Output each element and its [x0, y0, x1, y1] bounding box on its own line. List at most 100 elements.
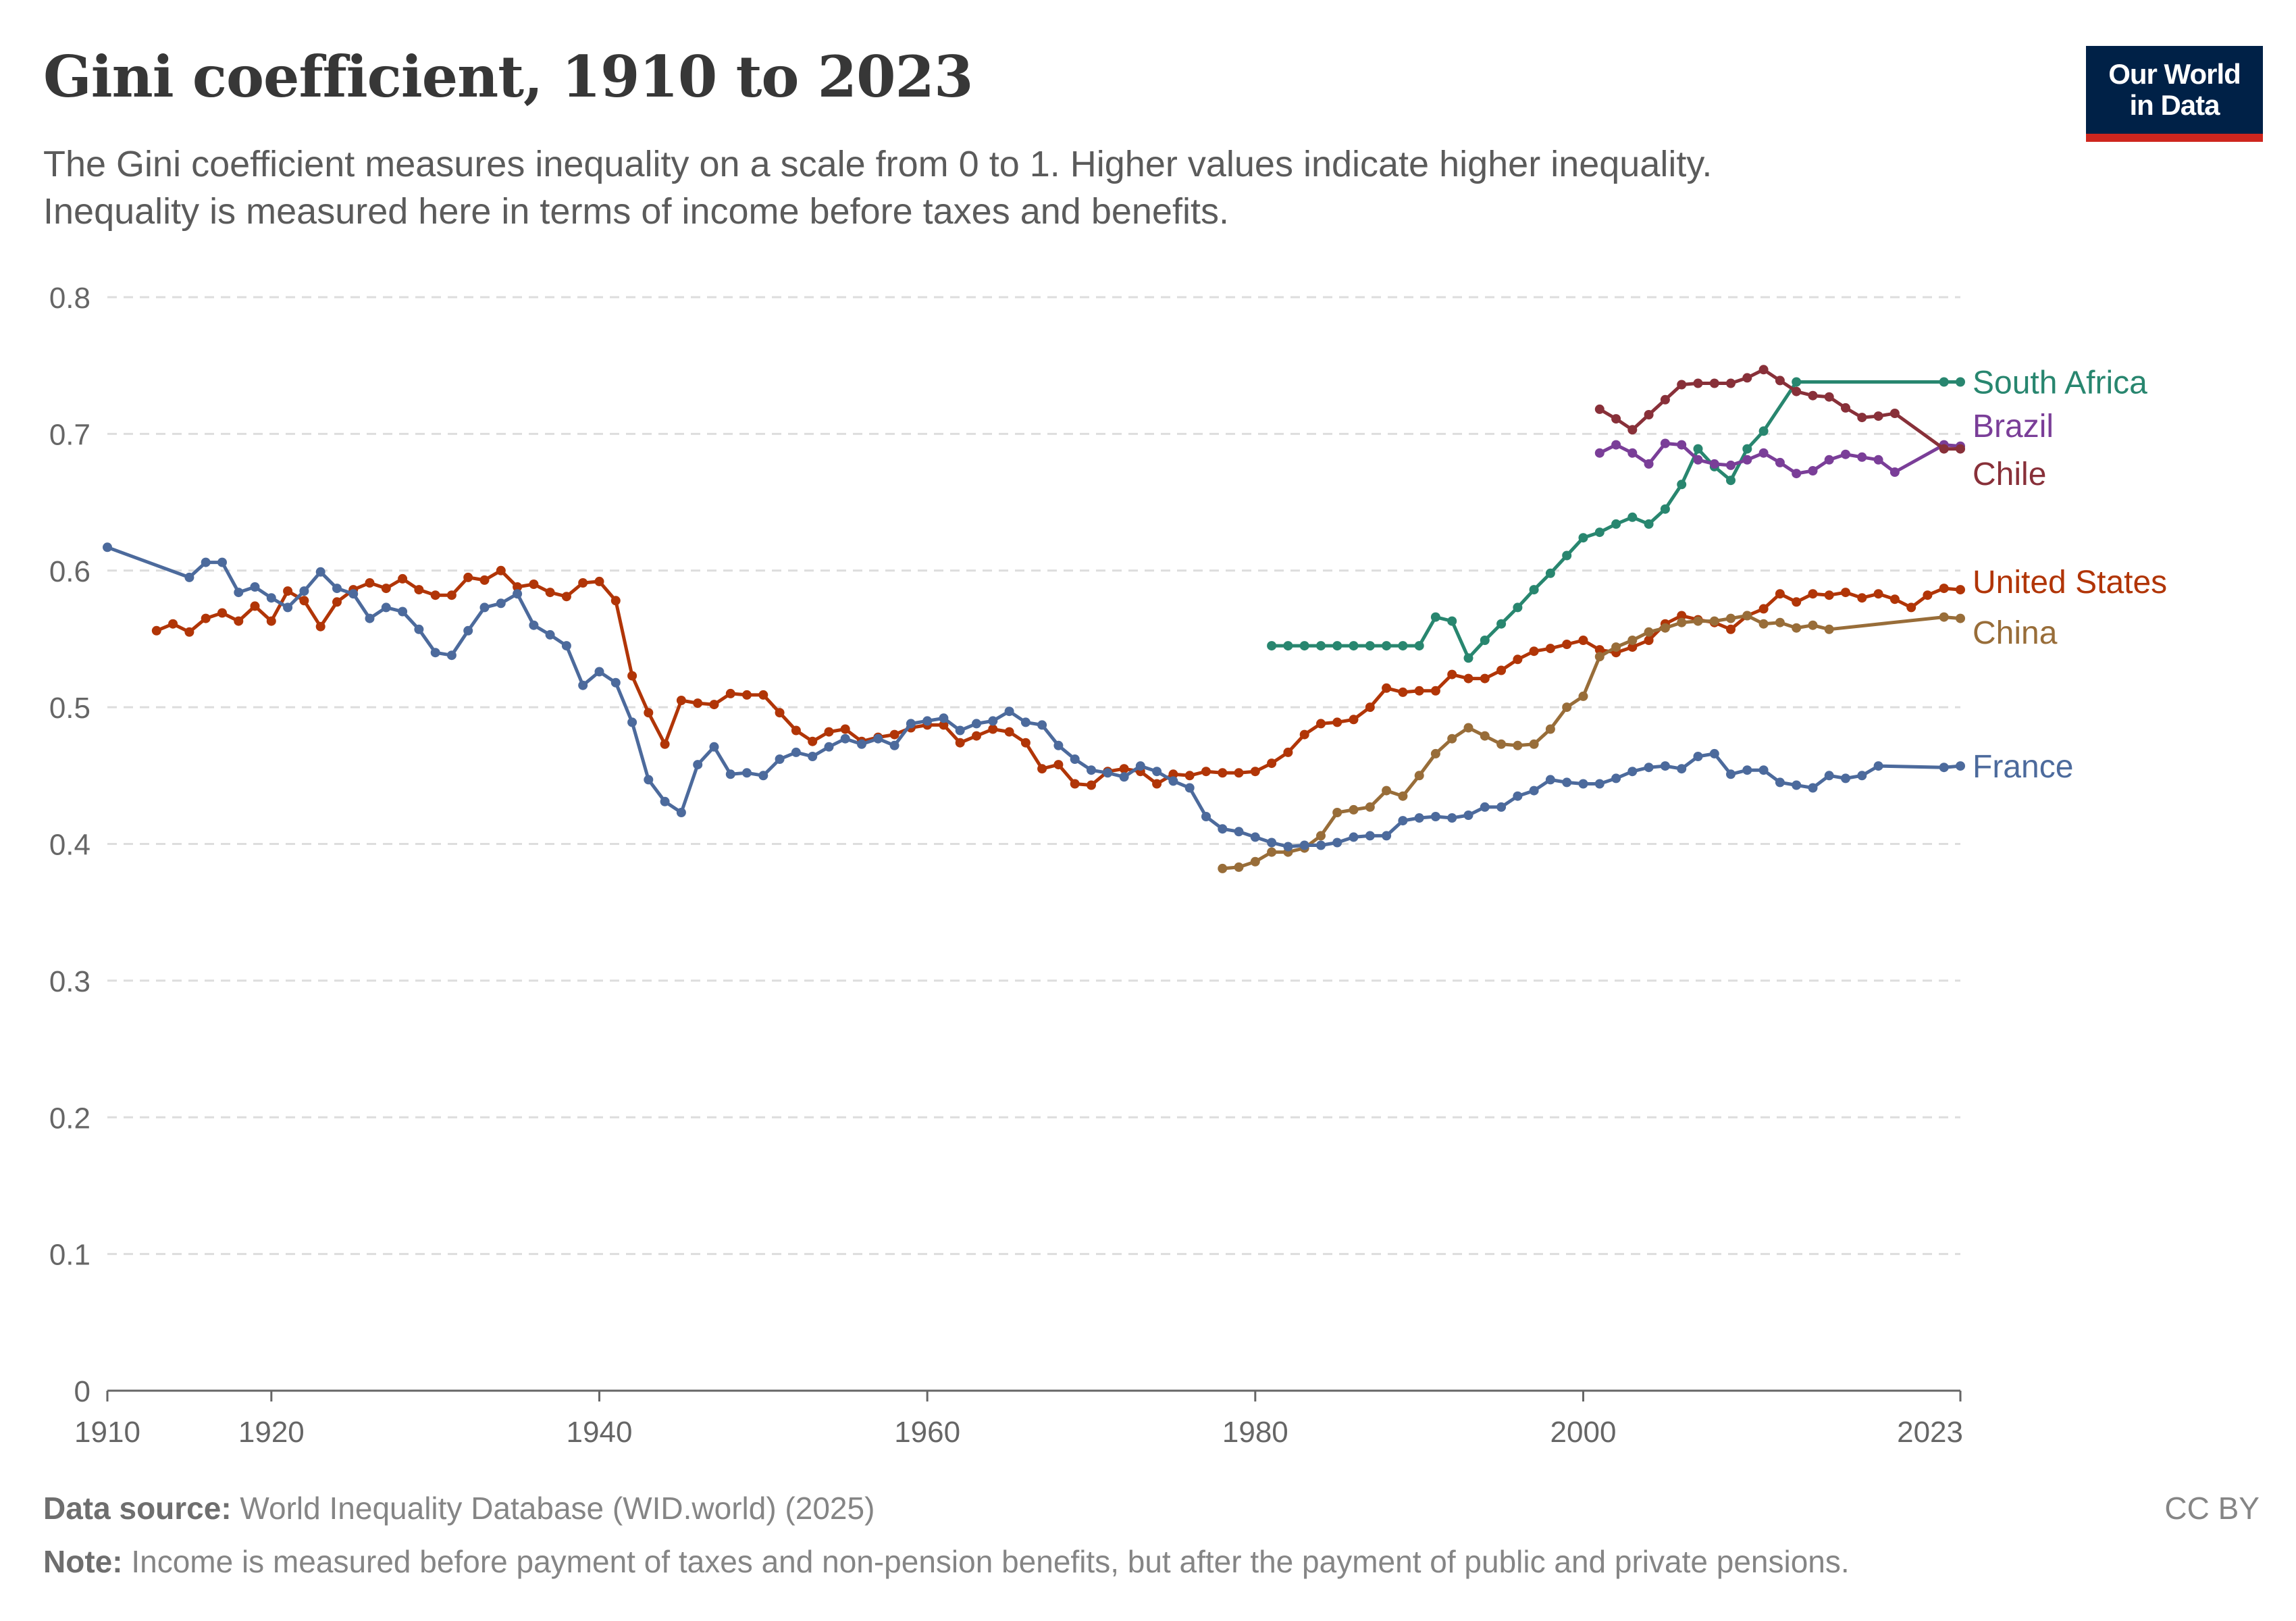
data-point: [1168, 769, 1178, 779]
data-point: [1562, 550, 1572, 561]
data-point: [1660, 438, 1670, 448]
owid-logo[interactable]: Our World in Data: [2086, 46, 2263, 142]
data-point: [332, 597, 342, 607]
data-point: [1463, 723, 1473, 733]
data-point: [1382, 683, 1392, 693]
data-point: [1496, 739, 1507, 749]
data-point: [1529, 585, 1539, 595]
x-tick-label: 1960: [894, 1416, 960, 1449]
data-point: [1611, 519, 1621, 529]
data-point: [1218, 863, 1228, 873]
data-point: [1545, 568, 1555, 578]
data-point: [1529, 786, 1539, 796]
data-point: [1234, 862, 1244, 872]
data-point: [1611, 773, 1621, 783]
data-point: [463, 625, 473, 636]
data-point: [1956, 761, 1965, 771]
data-point: [1758, 426, 1769, 436]
series-label-united-states: United States: [1973, 565, 2167, 600]
data-point: [1873, 761, 1883, 771]
data-point: [1480, 636, 1490, 645]
data-point: [561, 641, 571, 651]
data-point: [955, 725, 965, 736]
data-point: [529, 580, 539, 589]
data-point: [1677, 611, 1687, 621]
data-point: [1513, 654, 1523, 665]
data-point: [1742, 611, 1752, 621]
data-point: [676, 808, 686, 817]
data-point: [1463, 810, 1473, 820]
data-point: [513, 589, 523, 599]
series-france: [103, 542, 1965, 852]
data-point: [1644, 519, 1654, 529]
data-point: [1513, 602, 1523, 613]
data-point: [1693, 444, 1703, 454]
data-point: [1283, 747, 1293, 757]
data-point: [1103, 768, 1113, 778]
data-point: [479, 575, 490, 585]
data-point: [1660, 394, 1670, 405]
license-link[interactable]: CC BY: [2164, 1491, 2260, 1526]
data-point: [283, 586, 293, 596]
series-line-united-states: [155, 569, 1962, 787]
data-point: [1578, 533, 1588, 543]
data-point: [1545, 724, 1555, 734]
data-point: [1611, 414, 1621, 424]
data-point: [889, 729, 899, 740]
data-point: [644, 775, 654, 785]
data-point: [1792, 386, 1802, 396]
data-point: [1775, 617, 1785, 627]
data-point: [1430, 748, 1440, 758]
data-point: [1578, 779, 1588, 789]
data-point: [988, 724, 998, 734]
data-point: [1414, 641, 1424, 651]
data-point: [972, 731, 981, 741]
data-point: [1594, 652, 1604, 662]
data-point: [1234, 768, 1244, 778]
data-point: [1184, 783, 1195, 793]
note-text: Income is measured before payment of tax…: [122, 1544, 1850, 1579]
data-point: [414, 585, 424, 595]
data-point: [1496, 802, 1507, 812]
y-tick-label: 0.7: [49, 418, 90, 451]
data-point: [1562, 702, 1572, 713]
data-point: [496, 565, 506, 575]
data-point: [939, 713, 949, 723]
data-source-text: World Inequality Database (WID.world) (2…: [231, 1491, 875, 1526]
y-axis-tick-labels: 0 0.1 0.2 0.3 0.4 0.5 0.6 0.7 0.8: [49, 282, 90, 1408]
data-point: [1792, 377, 1802, 387]
data-point: [1693, 616, 1703, 626]
data-point: [1513, 740, 1523, 750]
data-point: [234, 616, 244, 626]
data-point: [1627, 642, 1638, 652]
data-point: [1480, 673, 1490, 684]
data-point: [1184, 771, 1195, 781]
series-chile: [1594, 365, 1965, 454]
data-point: [1627, 512, 1638, 522]
data-point: [889, 740, 899, 750]
data-point: [1693, 378, 1703, 388]
subtitle-line-1: The Gini coefficient measures inequality…: [43, 144, 1713, 184]
data-point: [1726, 378, 1736, 388]
data-point: [1857, 593, 1867, 603]
data-point: [1316, 719, 1326, 729]
data-point: [775, 754, 785, 764]
data-point: [1496, 619, 1507, 629]
x-tick-label: 1910: [74, 1416, 140, 1449]
data-point: [775, 708, 785, 718]
data-point: [1709, 378, 1719, 388]
data-point: [1299, 729, 1309, 740]
logo-line-2: in Data: [2129, 89, 2220, 121]
data-point: [1004, 727, 1014, 737]
data-point: [1923, 590, 1933, 600]
data-point: [365, 613, 375, 623]
data-point: [496, 598, 506, 609]
data-point: [1873, 455, 1883, 465]
data-point: [1382, 831, 1392, 841]
data-point: [660, 739, 670, 749]
data-point: [1053, 740, 1064, 750]
data-point: [1316, 831, 1326, 841]
data-point: [578, 680, 588, 690]
y-tick-label: 0: [74, 1375, 90, 1408]
data-point: [168, 619, 178, 629]
